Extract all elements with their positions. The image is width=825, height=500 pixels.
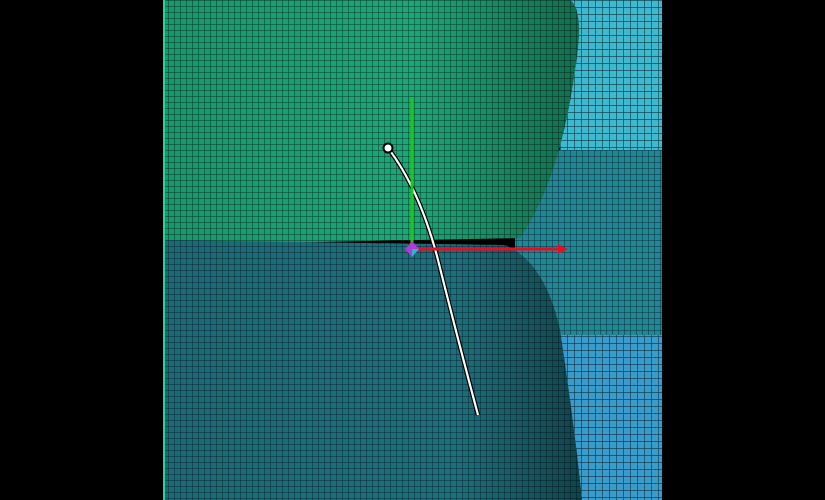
mesh-surface-top[interactable] — [163, 0, 579, 245]
curve-handle-icon[interactable] — [382, 142, 394, 154]
mesh-surface-bottom[interactable] — [163, 240, 582, 500]
gizmo-x-arrowhead[interactable] — [558, 244, 568, 254]
gizmo-origin-cap-icon — [412, 249, 419, 257]
transform-gizmo-icon[interactable] — [405, 97, 568, 257]
spline-curve[interactable] — [386, 146, 481, 416]
